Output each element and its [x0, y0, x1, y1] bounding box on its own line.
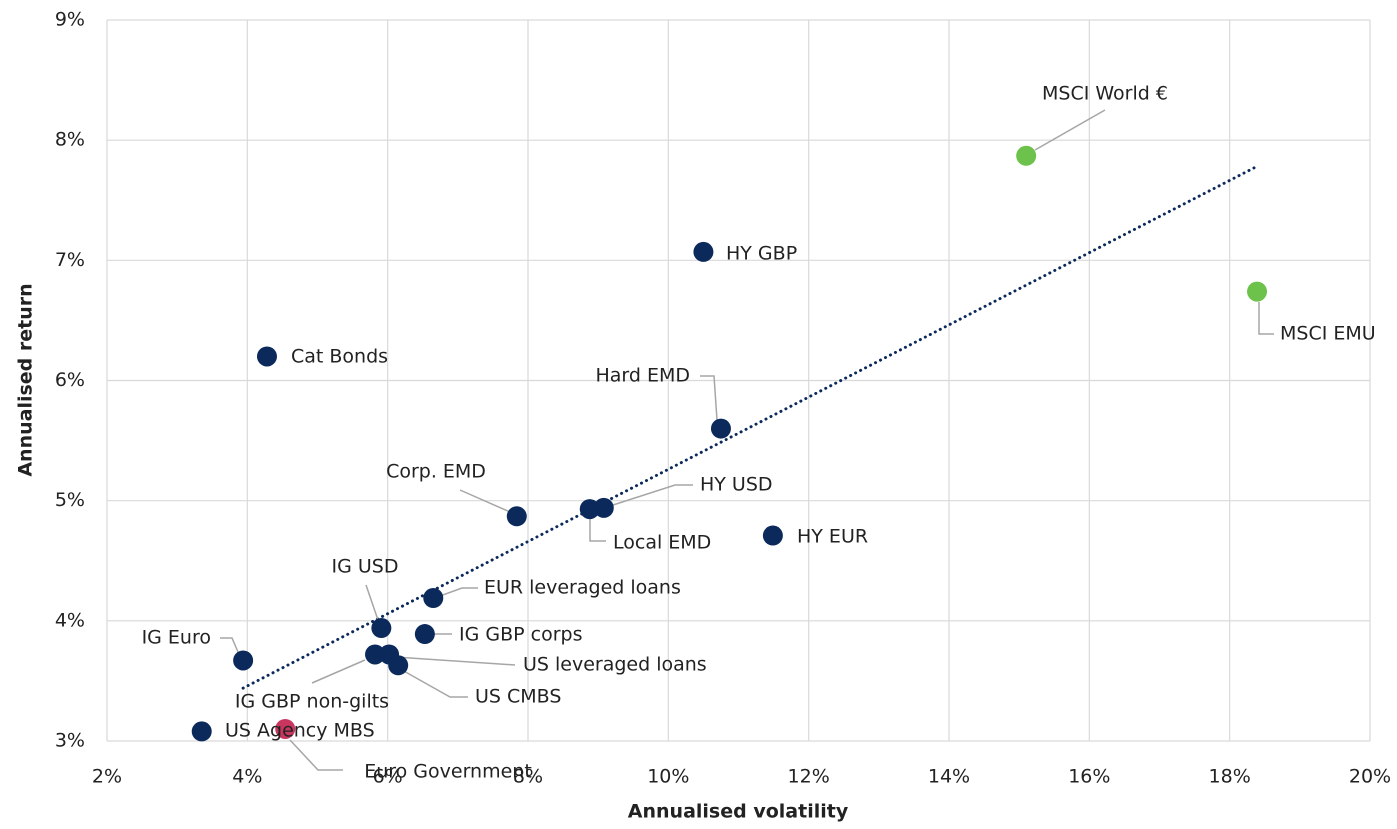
leader-line — [700, 375, 718, 421]
point — [693, 241, 714, 262]
point — [256, 346, 277, 367]
point — [191, 721, 212, 742]
point-label: US CMBS — [475, 686, 561, 708]
point — [365, 644, 386, 665]
y-tick-label: 3% — [55, 730, 85, 752]
point-label: MSCI World € — [1042, 83, 1168, 105]
x-tick-label: 14% — [928, 766, 970, 788]
leader-line — [1258, 302, 1274, 335]
point — [506, 506, 527, 527]
point — [275, 718, 296, 739]
x-axis-title: Annualised volatility — [628, 801, 849, 823]
x-tick-label: 16% — [1068, 766, 1110, 788]
x-tick-label: 4% — [232, 766, 262, 788]
point — [423, 588, 444, 609]
point — [593, 497, 614, 518]
point — [1247, 281, 1268, 302]
x-tick-label: 8% — [513, 766, 543, 788]
trendline — [241, 166, 1256, 690]
x-tick-label: 20% — [1349, 766, 1391, 788]
point-label: HY USD — [700, 474, 773, 496]
y-tick-label: 4% — [55, 609, 85, 631]
y-tick-label: 8% — [55, 129, 85, 151]
point — [762, 525, 783, 546]
leader-line — [401, 669, 468, 698]
leader-line — [220, 637, 239, 653]
point — [710, 418, 731, 439]
leader-line — [609, 484, 693, 507]
point-label: IG GBP non-gilts — [235, 691, 389, 713]
leader-line — [311, 659, 366, 684]
y-tick-label: 9% — [55, 9, 85, 31]
point-label: Cat Bonds — [291, 346, 388, 368]
point — [233, 650, 254, 671]
point-label: Local EMD — [613, 532, 711, 554]
leader-line — [394, 656, 516, 666]
y-tick-label: 7% — [55, 249, 85, 271]
point-label: Hard EMD — [595, 365, 690, 387]
point — [371, 618, 392, 639]
point-label: US Agency MBS — [225, 720, 375, 742]
y-axis-title: Annualised return — [15, 283, 37, 476]
x-tick-label: 10% — [647, 766, 689, 788]
point-label: US leveraged loans — [523, 654, 707, 676]
point-label: IG Euro — [142, 627, 211, 649]
point-label: Corp. EMD — [386, 461, 486, 483]
point-label: HY GBP — [726, 243, 797, 265]
leader-line — [289, 739, 343, 771]
point-label: HY EUR — [797, 526, 868, 548]
point-label: IG USD — [332, 556, 399, 578]
point-label: Euro Government — [364, 761, 532, 783]
y-tick-label: 6% — [55, 369, 85, 391]
x-tick-label: 2% — [92, 766, 122, 788]
leader-line — [459, 489, 511, 513]
point — [1016, 145, 1037, 166]
point — [388, 655, 409, 676]
x-tick-label: 18% — [1209, 766, 1251, 788]
point-label: MSCI EMU — [1280, 323, 1376, 345]
leader-line — [365, 584, 379, 621]
point-label: IG GBP corps — [459, 624, 582, 646]
leader-line — [1034, 109, 1106, 151]
point — [414, 624, 435, 645]
x-tick-label: 6% — [373, 766, 403, 788]
x-tick-label: 12% — [788, 766, 830, 788]
y-tick-label: 5% — [55, 489, 85, 511]
point-label: EUR leveraged loans — [484, 577, 681, 599]
leader-line — [589, 515, 606, 542]
leader-line — [439, 587, 478, 597]
